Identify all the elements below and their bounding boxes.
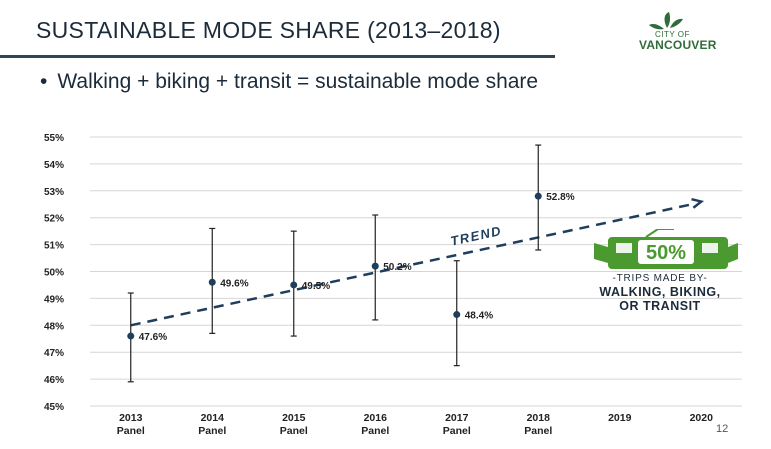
data-label: 52.8% (546, 192, 574, 203)
data-point (127, 332, 135, 340)
x-tick-label: 2017 (445, 412, 469, 424)
badge-value: 50% (646, 242, 686, 264)
x-tick-label: 2020 (690, 412, 714, 424)
badge-caption-line-2: WALKING, BIKING, (599, 285, 721, 299)
bullet-icon: • (40, 70, 48, 93)
badge-caption-lines: WALKING, BIKING, OR TRANSIT (586, 285, 734, 313)
trend-arrowhead (691, 198, 705, 209)
trip-share-badge: 50% -TRIPS MADE BY- WALKING, BIKING, OR … (586, 228, 758, 321)
leaf-logo-icon (649, 12, 683, 30)
x-tick-label: 2013 (119, 412, 143, 424)
bullet-point: • Walking + biking + transit = sustainabl… (40, 70, 538, 94)
x-tick-sublabel: Panel (443, 425, 471, 437)
data-label: 49.5% (302, 281, 330, 292)
y-tick-label: 54% (44, 160, 64, 171)
y-tick-label: 51% (44, 241, 64, 252)
x-tick-sublabel: Panel (198, 425, 226, 437)
logo-line-2: VANCOUVER (639, 38, 717, 52)
data-point (290, 281, 298, 289)
y-tick-label: 55% (44, 133, 64, 144)
y-tick-label: 46% (44, 375, 64, 386)
title-underline (0, 55, 555, 58)
data-point (371, 262, 379, 270)
y-tick-label: 49% (44, 294, 64, 305)
y-tick-label: 45% (44, 402, 64, 413)
trend-line (130, 202, 696, 327)
y-tick-label: 52% (44, 214, 64, 225)
y-tick-label: 47% (44, 348, 64, 359)
x-tick-sublabel: Panel (524, 425, 552, 437)
slide-title: SUSTAINABLE MODE SHARE (2013–2018) (36, 17, 501, 43)
page-number: 12 (716, 423, 729, 435)
badge-caption-line-1: -TRIPS MADE BY- (612, 273, 708, 284)
data-point (208, 278, 216, 286)
x-tick-label: 2018 (527, 412, 551, 424)
x-tick-sublabel: Panel (361, 425, 389, 437)
city-logo: CITY OF VANCOUVER (627, 10, 745, 54)
y-tick-label: 50% (44, 268, 64, 279)
train-icon: 50% (594, 228, 738, 269)
x-tick-label: 2016 (364, 412, 388, 424)
x-tick-sublabel: Panel (280, 425, 308, 437)
data-label: 48.4% (465, 311, 493, 322)
data-point (534, 192, 542, 200)
badge-caption-line-3: OR TRANSIT (619, 299, 701, 313)
x-tick-label: 2019 (608, 412, 632, 424)
y-tick-label: 53% (44, 187, 64, 198)
x-tick-label: 2015 (282, 412, 306, 424)
bullet-text: Walking + biking + transit = sustainable… (57, 70, 539, 93)
x-tick-sublabel: Panel (117, 425, 145, 437)
x-tick-label: 2014 (201, 412, 225, 424)
y-tick-label: 48% (44, 321, 64, 332)
data-label: 47.6% (139, 332, 167, 343)
logo-line-1: CITY OF (655, 30, 690, 39)
data-label: 49.6% (220, 278, 248, 289)
data-label: 50.2% (383, 262, 411, 273)
data-point (453, 311, 461, 319)
